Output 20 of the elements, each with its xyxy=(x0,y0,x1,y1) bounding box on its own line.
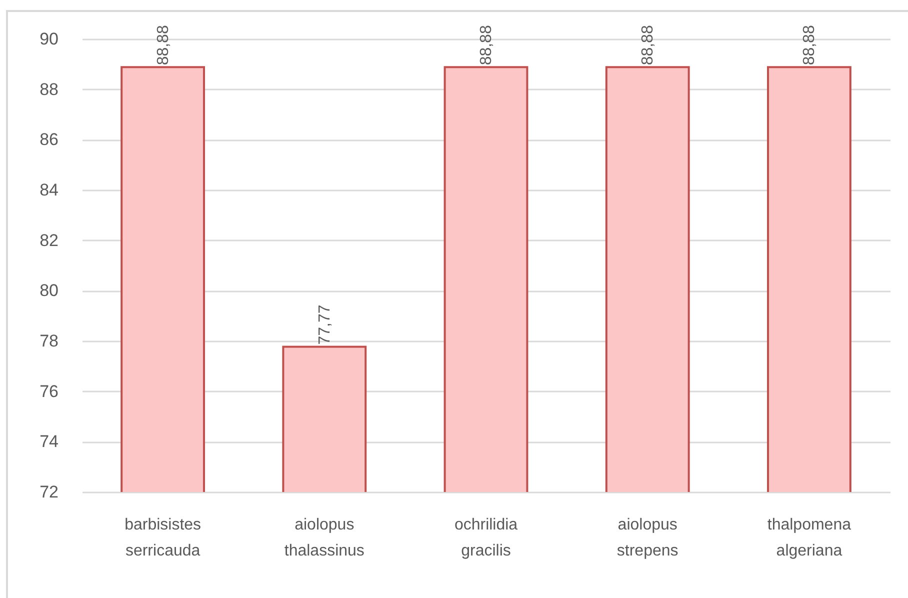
x-tick-label: thalpomena algeriana xyxy=(767,516,852,560)
y-tick-label: 90 xyxy=(40,30,58,48)
y-tick-label: 88 xyxy=(40,80,58,99)
y-tick-label: 82 xyxy=(40,230,58,250)
data-label: 77,77 xyxy=(316,304,334,345)
data-label: 88,88 xyxy=(640,25,657,66)
data-label: 88,88 xyxy=(801,25,818,66)
y-tick-label: 84 xyxy=(40,180,58,200)
y-tick-label: 86 xyxy=(40,130,58,150)
x-tick-label: barbisistes serricauda xyxy=(124,516,202,560)
data-label: 88,88 xyxy=(154,25,172,66)
x-tick-label: aiolopus strepens xyxy=(616,516,678,560)
x-tick-label: aiolopus thalassinus xyxy=(284,516,364,560)
y-tick-label: 72 xyxy=(40,482,58,502)
y-tick-label: 80 xyxy=(40,281,58,300)
y-tick-label: 74 xyxy=(40,432,58,452)
y-tick-label: 76 xyxy=(40,382,58,401)
x-tick-label: ochrilidia gracilis xyxy=(454,516,518,560)
data-label: 88,88 xyxy=(478,25,495,66)
y-tick-label: 78 xyxy=(40,332,58,350)
